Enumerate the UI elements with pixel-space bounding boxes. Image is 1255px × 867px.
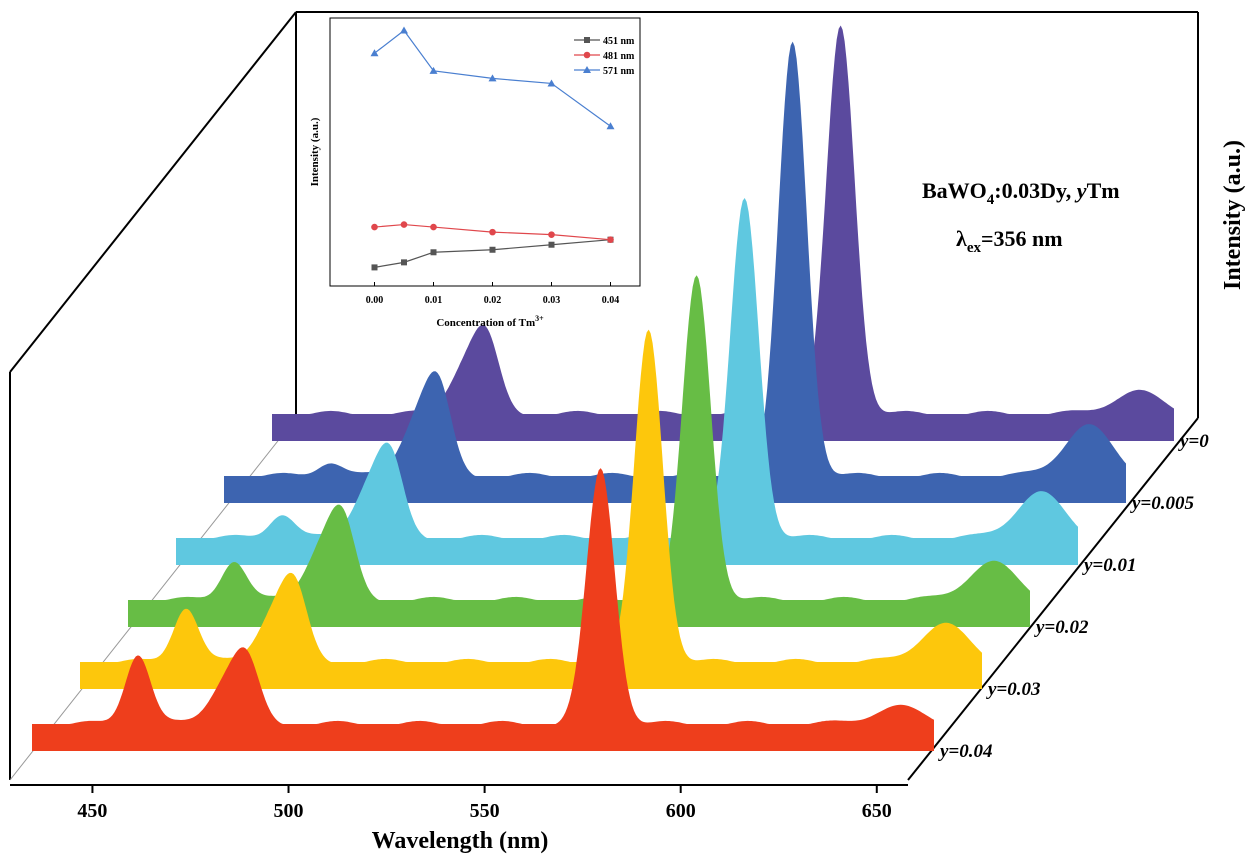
series-label: y=0.005: [1130, 493, 1195, 514]
spectrum-y-0-02: [128, 275, 1030, 627]
annotation-part: Tm: [1087, 178, 1120, 203]
x-tick-label: 450: [77, 800, 107, 822]
series-label: y=0.02: [1034, 617, 1089, 638]
inset-x-tick-label: 0.03: [543, 295, 561, 306]
inset-point: [490, 247, 496, 253]
svg-text:λex=356 nm: λex=356 nm: [956, 226, 1063, 256]
x-tick-label: 500: [274, 800, 304, 822]
inset-legend-marker: [584, 37, 590, 43]
x-tick-label: 550: [470, 800, 500, 822]
inset-x-axis-label-text: Concentration of Tm: [436, 317, 535, 329]
inset-x-tick-label: 0.00: [366, 295, 384, 306]
inset-point: [430, 224, 437, 231]
x-ticks: 450 500 550 600 650: [77, 785, 891, 822]
inset-point: [372, 264, 378, 270]
inset-y-axis-label: Intensity (a.u.): [309, 117, 321, 186]
series-label: y=0.04: [938, 741, 993, 762]
annotation-part: =356 nm: [981, 226, 1063, 251]
inset-legend-label: 571 nm: [603, 66, 635, 77]
inset-legend-label: 451 nm: [603, 36, 635, 47]
series-label: y=0.03: [986, 679, 1041, 700]
inset-x-tick-label: 0.02: [484, 295, 502, 306]
x-tick-label: 600: [666, 800, 696, 822]
x-tick-label: 650: [862, 800, 892, 822]
inset-x-tick-label: 0.01: [425, 295, 443, 306]
series-label: y=0.01: [1082, 555, 1137, 576]
x-axis-label: Wavelength (nm): [372, 828, 549, 854]
inset-point: [371, 224, 378, 231]
annotation-part: BaWO: [922, 178, 987, 203]
y-axis-label: Intensity (a.u.): [1220, 140, 1246, 290]
annotation-formula: BaWO4:0.03Dy, yTm λex=356 nm: [922, 178, 1120, 256]
inset-point: [489, 229, 496, 236]
frame-diagonal-top: [10, 12, 296, 372]
inset-legend-label: 481 nm: [603, 51, 635, 62]
inset-point: [401, 221, 408, 228]
inset-point: [607, 236, 614, 243]
inset-point: [549, 242, 555, 248]
annotation-part: :0.03Dy,: [994, 178, 1077, 203]
annotation-part: λ: [956, 226, 967, 251]
inset-legend-marker: [584, 52, 591, 59]
inset-x-axis-label: Concentration of Tm3+: [436, 314, 544, 329]
svg-text:BaWO4:0.03Dy, yTm: BaWO4:0.03Dy, yTm: [922, 178, 1120, 208]
inset-point: [548, 231, 555, 238]
annotation-subscript: ex: [967, 240, 982, 256]
inset-frame: [330, 18, 640, 286]
inset-x-axis-label-sup: 3+: [535, 314, 544, 323]
inset-point: [431, 249, 437, 255]
inset-x-tick-label: 0.04: [602, 295, 620, 306]
series-label: y=0: [1178, 431, 1209, 452]
inset-point: [401, 259, 407, 265]
